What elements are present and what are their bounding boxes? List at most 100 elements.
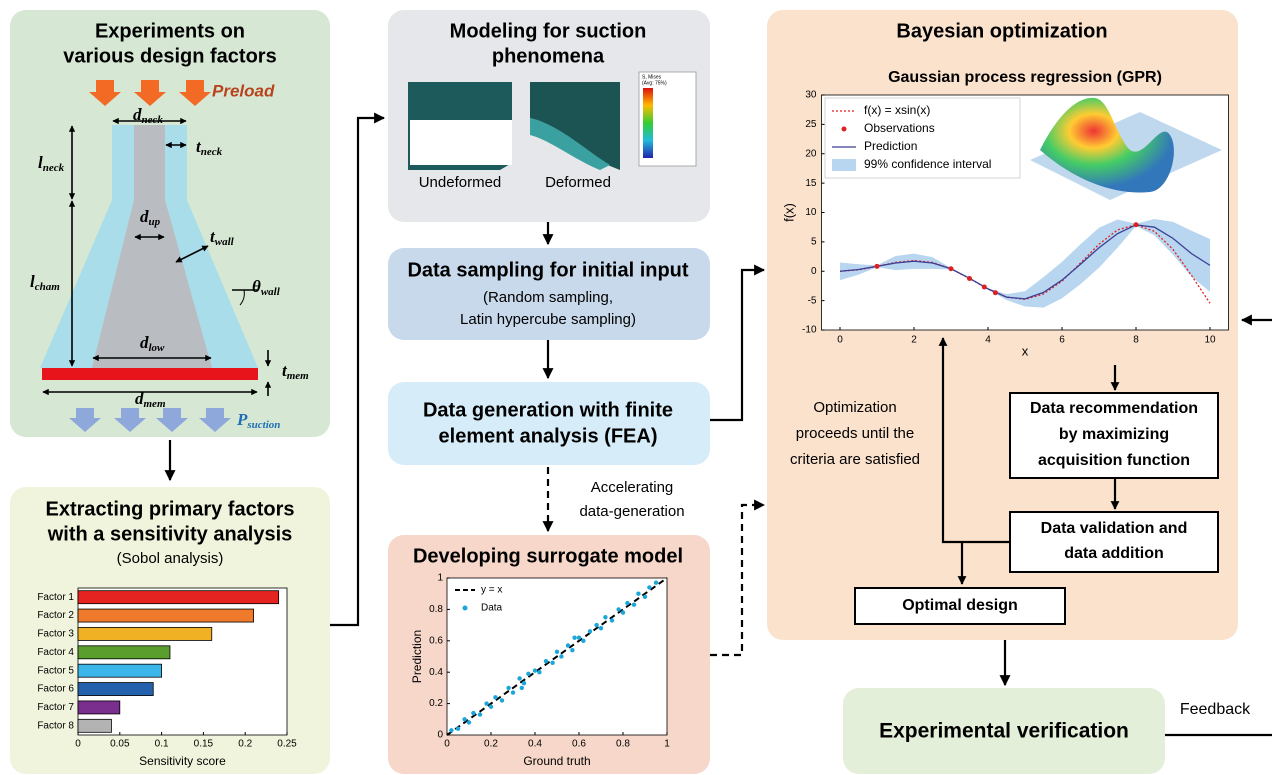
data-point (610, 618, 614, 622)
x-tick-label: 0.2 (484, 739, 498, 750)
image-label: Undeformed (419, 174, 502, 191)
data-point (522, 681, 526, 685)
data-point (632, 602, 636, 606)
y-tick-label: 1 (437, 573, 443, 584)
legend-title: (Avg: 75%) (642, 80, 667, 86)
x-axis-label: Sensitivity score (139, 754, 226, 768)
title: Data generation with finite (423, 399, 673, 421)
bar (78, 683, 153, 696)
bar (78, 664, 162, 677)
image-label: Deformed (545, 174, 611, 191)
x-tick-label: 0 (837, 335, 843, 346)
x-tick-label: 10 (1204, 335, 1216, 346)
data-point (537, 670, 541, 674)
data-point (471, 711, 475, 715)
x-tick-label: 8 (1133, 335, 1139, 346)
x-axis-label: x (1022, 343, 1029, 358)
legend-label: Prediction (864, 139, 917, 153)
title: Modeling for suction (450, 20, 647, 42)
title: phenomena (492, 45, 605, 67)
data-point (533, 668, 537, 672)
data-point (594, 623, 598, 627)
preload-label: Preload (212, 81, 275, 100)
data-point (478, 712, 482, 716)
legend-swatch (832, 159, 856, 171)
y-tick-label: 25 (805, 119, 817, 130)
data-point (572, 635, 576, 639)
x-tick-label: 0.1 (155, 739, 169, 750)
observation (993, 290, 998, 295)
data-point (599, 626, 603, 630)
title: Extracting primary factors (46, 498, 295, 520)
chart-title: Gaussian process regression (GPR) (888, 69, 1162, 86)
y-tick-label: 0.4 (429, 667, 443, 678)
preload-arrows (89, 80, 211, 106)
data-point (647, 585, 651, 589)
data-point (506, 686, 510, 690)
title: Developing surrogate model (413, 545, 683, 567)
x-tick-label: 4 (985, 335, 991, 346)
bar (78, 609, 254, 622)
data-point (588, 629, 592, 633)
bar (78, 701, 120, 714)
step-label: Optimal design (902, 597, 1018, 614)
subtitle: (Sobol analysis) (117, 550, 224, 567)
detail: Latin hypercube sampling) (460, 311, 636, 328)
x-tick-label: 0 (75, 739, 81, 750)
data-point (577, 635, 581, 639)
y-tick-label: Factor 2 (37, 610, 74, 621)
feedback-label: Feedback (1180, 701, 1251, 718)
title: Bayesian optimization (896, 20, 1107, 42)
bar (78, 591, 279, 604)
x-tick-label: 0.6 (572, 739, 586, 750)
data-point (484, 701, 488, 705)
title: with a sensitivity analysis (47, 523, 293, 545)
x-tick-label: 6 (1059, 335, 1065, 346)
bar (78, 719, 111, 732)
y-tick-label: Factor 4 (37, 647, 74, 658)
y-tick-label: -5 (808, 295, 817, 306)
data-point (603, 615, 607, 619)
data-point (493, 695, 497, 699)
annotation: Accelerating (591, 479, 674, 496)
data-point (449, 728, 453, 732)
y-tick-label: 0 (811, 266, 817, 277)
data-point (581, 639, 585, 643)
data-point (462, 717, 466, 721)
x-tick-label: 0 (444, 739, 450, 750)
data-point (621, 610, 625, 614)
y-tick-label: 0.2 (429, 698, 443, 709)
panel-fea (388, 382, 710, 465)
title: Experiments on (95, 20, 245, 42)
x-tick-label: 0.05 (110, 739, 130, 750)
data-point (616, 607, 620, 611)
legend-swatch (842, 127, 847, 132)
data-point (489, 705, 493, 709)
x-tick-label: 0.15 (194, 739, 214, 750)
x-tick-label: 0.25 (277, 739, 297, 750)
data-point (570, 648, 574, 652)
x-axis-label: Ground truth (523, 754, 590, 768)
observation (982, 284, 987, 289)
data-point (456, 727, 460, 731)
step-label: Data recommendation (1030, 400, 1198, 417)
legend-label: 99% confidence interval (864, 157, 991, 171)
figure: Experiments on various design factors Pr… (0, 0, 1272, 775)
y-tick-label: 30 (805, 90, 817, 101)
step-label: Data validation and (1041, 520, 1188, 537)
data-point (520, 686, 524, 690)
y-tick-label: Factor 1 (37, 592, 74, 603)
y-axis-label: f(x) (781, 203, 796, 222)
annotation: Optimization (813, 399, 896, 416)
data-point (643, 595, 647, 599)
x-tick-label: 1 (664, 739, 670, 750)
data-point (555, 650, 559, 654)
y-tick-label: -10 (802, 325, 817, 336)
data-point (559, 654, 563, 658)
data-point (550, 661, 554, 665)
data-point (526, 672, 530, 676)
step-label: acquisition function (1038, 452, 1190, 469)
y-tick-label: 0 (437, 730, 443, 741)
y-tick-label: Factor 7 (37, 702, 74, 713)
legend-swatch (463, 606, 468, 611)
